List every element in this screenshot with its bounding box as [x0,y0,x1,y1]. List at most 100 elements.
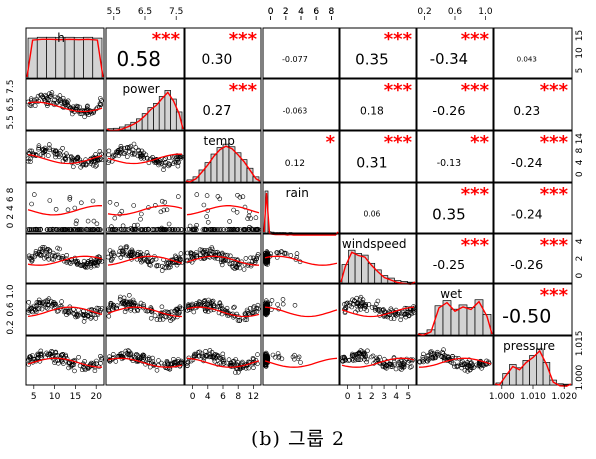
scatter-point [262,307,268,313]
scatter-point [199,351,204,357]
scatter-point [202,298,207,304]
scatter-point [140,352,146,358]
scatter-point [131,141,137,147]
scatter-point [275,351,281,356]
panel-frame [339,335,417,386]
scatter-point [355,357,361,362]
scatter-point [70,155,75,161]
scatter-point [68,227,73,232]
axis-tick-label: 4 [6,205,16,211]
panel-frame [25,78,105,131]
scatter-point [36,297,42,303]
scatter-point [172,227,178,232]
axis-tick-label: 8 [329,7,335,17]
scatter-point [58,148,63,154]
histogram-bar [458,304,468,336]
scatter-point [425,358,430,364]
loess-fit-line [264,357,338,368]
axis-tick-label: 6 [313,7,319,17]
histogram-bar [240,159,248,183]
scatter-point [118,294,123,300]
scatter-point [224,305,230,311]
scatter-point [204,227,209,232]
panel-frame [262,233,340,284]
axis-tick-label: 1.000 [489,392,515,402]
scatter-point [140,227,146,232]
scatter-point [73,259,78,265]
scatter-point [106,148,112,154]
correlation-value: -0.063 [283,106,308,115]
scatter-point [242,262,248,267]
scatter-point [164,261,170,267]
scatter-point [393,366,399,372]
scatter-point [124,145,130,150]
panel-frame [493,78,573,131]
scatter-point [71,104,76,110]
significance-stars: *** [384,132,413,153]
scatter-point [64,253,69,258]
axis-tick-label: 5.5 [107,7,121,17]
panel-frame [416,182,494,234]
scatter-point [192,227,197,232]
scatter-point [202,298,208,303]
variable-label: temp [203,134,234,148]
scatter-point [59,304,65,310]
scatter-point [157,317,163,323]
scatter-point [187,227,192,232]
scatter-point [73,227,78,232]
histogram-bar [228,146,236,183]
axis-tick-label: 5 [406,392,412,402]
scatter-point [84,104,90,110]
correlation-value: -0.25 [433,257,465,272]
scatter-point [161,164,167,169]
loess-fit-line [264,255,338,266]
panel-frame [493,130,573,183]
scatter-point [194,301,199,306]
scatter-point [159,268,165,273]
variable-label: wet [440,287,462,301]
scatter-point [392,311,398,317]
axis-tick-label: 0 [190,392,196,402]
scatter-point [70,111,75,117]
scatter-point [50,227,56,232]
scatter-point [291,356,297,362]
scatter-point [27,356,33,362]
scatter-point [74,262,80,267]
axis-tick-label: 0.6 [6,302,16,317]
scatter-point [51,357,57,362]
scatter-point [45,153,51,158]
scatter-point [162,162,168,168]
scatter-point [65,98,71,104]
scatter-point [55,245,60,251]
panel-frame [262,78,340,131]
panel-frame [105,130,185,183]
scatter-point [255,352,260,357]
scatter-point [255,252,261,257]
scatter-point [46,142,52,147]
scatter-point [292,302,298,308]
scatter-point [125,154,130,159]
panel-frame [416,335,494,386]
scatter-point [89,159,95,165]
scatter-point [128,252,133,258]
scatter-point [29,148,35,154]
significance-stars: *** [384,29,413,50]
axis-tick-label: 8 [6,187,16,193]
significance-stars: ** [470,132,489,153]
scatter-point [28,354,33,359]
scatter-point [355,350,361,356]
scatter-point [138,216,143,222]
panel-wet-pressure: -0.50*** [493,283,573,336]
scatter-point [142,227,148,232]
panel-power-temp: 0.27 *** [184,78,262,131]
scatter-point [185,363,190,369]
scatter-point [209,299,215,305]
scatter-point [395,361,401,367]
scatter-point [85,218,91,224]
panel-frame [105,233,185,284]
scatter-point [106,152,111,157]
scatter-point [25,227,31,232]
scatter-point [69,160,74,165]
scatter-point [162,227,167,232]
panel-wet-windspeed [339,283,417,336]
